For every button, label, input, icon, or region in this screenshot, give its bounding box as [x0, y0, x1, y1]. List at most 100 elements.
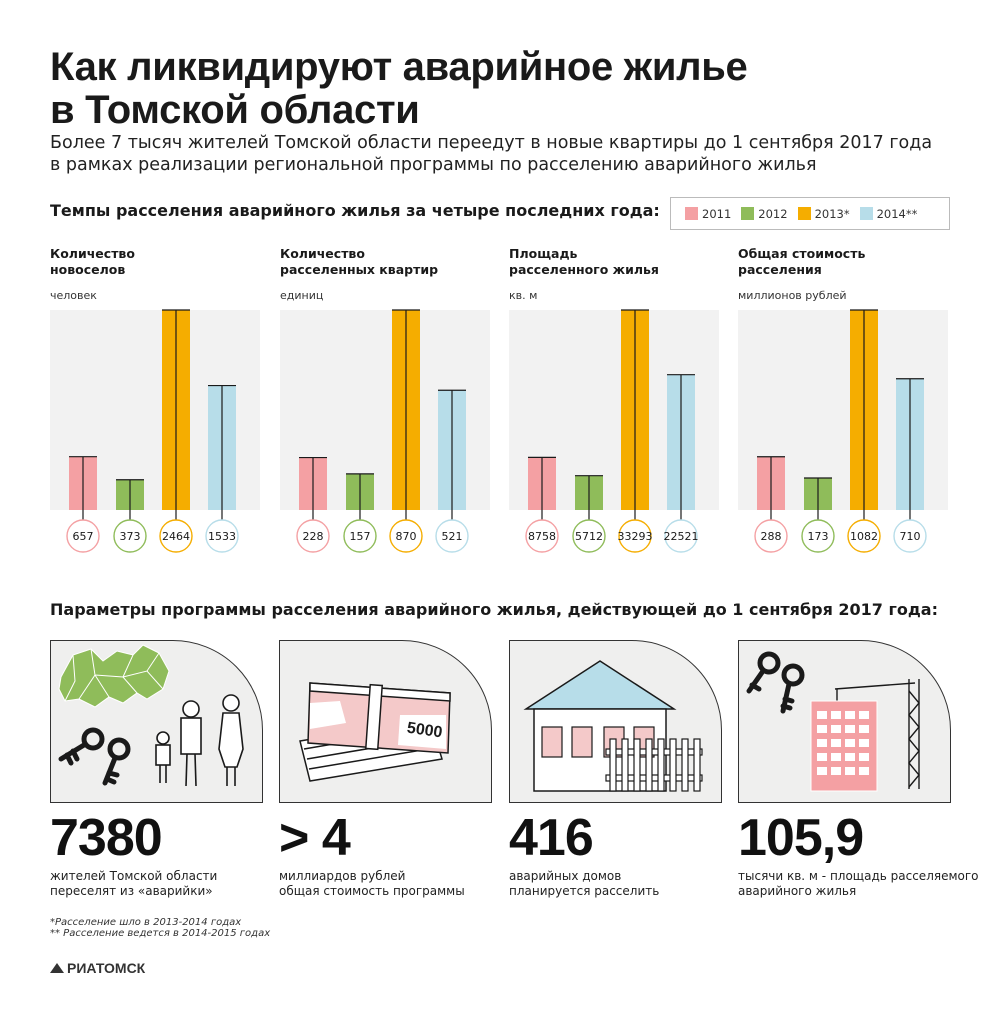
value-circle	[205, 519, 239, 553]
value-circle	[801, 519, 835, 553]
ria-tomsk-logo: РИАТОМСК	[50, 960, 145, 976]
chart-title-line-1: Количество	[280, 246, 365, 261]
legend-label: 2013*	[814, 206, 850, 221]
value-circle	[754, 519, 788, 553]
keys-icon	[746, 651, 805, 714]
caption-line-2: аварийного жилья	[738, 884, 857, 898]
chart-title-line-1: Площадь	[509, 246, 578, 261]
caption-line-1: тысячи кв. м - площадь расселяемого	[738, 869, 979, 883]
data-label: 373	[120, 530, 141, 543]
legend-item: 2014**	[859, 206, 918, 221]
keys-icon	[58, 727, 131, 786]
subtitle-line-1: Более 7 тысяч жителей Томской области пе…	[50, 133, 933, 153]
stat-caption-houses: аварийных домов планируется расселить	[509, 869, 659, 899]
banknotes-icon: 5000	[299, 682, 451, 782]
tile-houses	[509, 640, 722, 803]
chart-title: Количество расселенных квартир	[280, 246, 438, 278]
section-title-rates: Темпы расселения аварийного жилья за чет…	[50, 201, 660, 220]
section-title-parameters: Параметры программы расселения аварийног…	[50, 600, 938, 619]
tile-money: 5000	[279, 640, 492, 803]
data-label: 157	[350, 530, 371, 543]
data-label: 22521	[664, 530, 699, 543]
chart-legend: 2011 2012 2013* 2014**	[670, 197, 950, 230]
data-label: 173	[808, 530, 829, 543]
title-line-2: в Томской области	[50, 88, 420, 132]
value-circle	[525, 519, 559, 553]
subtitle-line-2: в рамках реализации региональной програм…	[50, 155, 817, 175]
data-label: 33293	[618, 530, 653, 543]
data-label: 228	[303, 530, 324, 543]
footnote-2: ** Расселение ведется в 2014-2015 годах	[50, 928, 271, 939]
bar-chart-svg: 288 173 1082 710	[738, 309, 948, 553]
chart-apartments: Количество расселенных квартир единиц 22…	[280, 246, 490, 556]
legend-label: 2014**	[876, 206, 918, 221]
value-circle	[664, 519, 698, 553]
title-line-1: Как ликвидируют аварийное жилье	[50, 45, 748, 89]
chart-unit: единиц	[280, 289, 324, 302]
chart-residents: Количество новоселов человек 657 373 2464 1…	[50, 246, 260, 556]
data-label: 8758	[528, 530, 556, 543]
fence-icon	[605, 738, 703, 792]
value-circle	[572, 519, 606, 553]
tomsk-region-map-icon	[58, 644, 244, 787]
caption-line-1: аварийных домов	[509, 869, 622, 883]
tile-area	[738, 640, 951, 803]
value-circle	[159, 519, 193, 553]
chart-title: Площадь расселенного жилья	[509, 246, 659, 278]
legend-swatch	[797, 207, 811, 220]
construction-icon	[746, 651, 920, 792]
data-label: 288	[761, 530, 782, 543]
value-circle	[893, 519, 927, 553]
stat-value-houses: 416	[509, 809, 594, 867]
stat-caption-residents: жителей Томской области переселят из «ав…	[50, 869, 217, 899]
crane-icon	[834, 679, 920, 789]
data-label: 521	[442, 530, 463, 543]
family-icon	[155, 694, 244, 787]
legend-item: 2013*	[797, 206, 850, 221]
chart-title-line-2: расселенного жилья	[509, 262, 659, 277]
value-circle	[66, 519, 100, 553]
legend-swatch	[859, 207, 873, 220]
chart-cost: Общая стоимость расселения миллионов руб…	[738, 246, 948, 556]
chart-unit: человек	[50, 289, 97, 302]
chart-area: Площадь расселенного жилья кв. м 8758 571…	[509, 246, 719, 556]
house-icon	[523, 660, 703, 792]
caption-line-1: миллиардов рублей	[279, 869, 406, 883]
data-label: 1082	[850, 530, 878, 543]
banknote-denomination: 5000	[406, 720, 444, 742]
stat-caption-cost: миллиардов рублей общая стоимость програ…	[279, 869, 465, 899]
legend-label: 2012	[758, 206, 788, 221]
data-label: 870	[396, 530, 417, 543]
legend-label: 2011	[702, 206, 732, 221]
stat-caption-area: тысячи кв. м - площадь расселяемого авар…	[738, 869, 979, 899]
stat-value-area: 105,9	[738, 809, 864, 867]
data-label: 710	[900, 530, 921, 543]
caption-line-2: общая стоимость программы	[279, 884, 465, 898]
page-title: Как ликвидируют аварийное жилье в Томско…	[50, 46, 748, 132]
chart-unit: миллионов рублей	[738, 289, 847, 302]
value-circle	[343, 519, 377, 553]
stat-value-cost: > 4	[279, 809, 351, 867]
bar-chart-svg: 8758 5712 33293 22521	[509, 309, 719, 553]
caption-line-2: переселят из «аварийки»	[50, 884, 213, 898]
page-subtitle: Более 7 тысяч жителей Томской области пе…	[50, 132, 932, 176]
stat-value-residents: 7380	[50, 809, 163, 867]
data-label: 1533	[208, 530, 236, 543]
chart-title-line-1: Количество	[50, 246, 135, 261]
tile-residents	[50, 640, 263, 803]
logo-text: РИАТОМСК	[67, 960, 146, 976]
chart-title-line-1: Общая стоимость	[738, 246, 866, 261]
bar-chart-svg: 657 373 2464 1533	[50, 309, 260, 553]
value-circle	[389, 519, 423, 553]
chart-title: Количество новоселов	[50, 246, 135, 278]
data-label: 5712	[575, 530, 603, 543]
logo-mark-icon	[50, 963, 64, 973]
legend-item: 2012	[741, 206, 788, 221]
data-label: 2464	[162, 530, 190, 543]
caption-line-1: жителей Томской области	[50, 869, 218, 883]
value-circle	[847, 519, 881, 553]
legend-swatch	[685, 207, 698, 220]
chart-title-line-2: расселения	[738, 262, 822, 277]
data-label: 657	[73, 530, 94, 543]
chart-title-line-2: расселенных квартир	[280, 262, 439, 277]
